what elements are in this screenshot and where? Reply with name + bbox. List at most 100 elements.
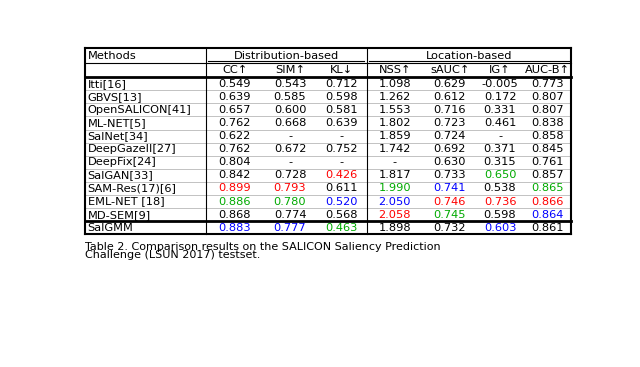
Text: 0.331: 0.331 <box>484 105 516 115</box>
Text: 0.639: 0.639 <box>325 118 358 128</box>
Text: 0.315: 0.315 <box>484 157 516 167</box>
Text: ML-NET[5]: ML-NET[5] <box>88 118 147 128</box>
Text: 0.838: 0.838 <box>531 118 564 128</box>
Text: -0.005: -0.005 <box>482 79 518 89</box>
Text: 0.861: 0.861 <box>531 223 564 233</box>
Text: 0.804: 0.804 <box>218 157 251 167</box>
Text: Methods: Methods <box>88 51 136 61</box>
Text: MD-SEM[9]: MD-SEM[9] <box>88 210 151 219</box>
Text: 0.598: 0.598 <box>325 92 358 102</box>
Text: 0.793: 0.793 <box>274 184 307 193</box>
Text: 0.426: 0.426 <box>325 170 358 180</box>
Text: DeepFix[24]: DeepFix[24] <box>88 157 157 167</box>
Text: -: - <box>288 157 292 167</box>
Text: 0.762: 0.762 <box>218 118 251 128</box>
Text: Itti[16]: Itti[16] <box>88 79 127 89</box>
Text: 0.600: 0.600 <box>274 105 307 115</box>
Text: 0.598: 0.598 <box>484 210 516 219</box>
Text: Location-based: Location-based <box>426 51 512 61</box>
Text: IG↑: IG↑ <box>489 65 511 75</box>
Text: 0.723: 0.723 <box>433 118 466 128</box>
Text: 0.736: 0.736 <box>484 196 516 207</box>
Text: 0.538: 0.538 <box>484 184 516 193</box>
Text: -: - <box>339 157 344 167</box>
Text: 0.857: 0.857 <box>531 170 564 180</box>
Text: 1.262: 1.262 <box>378 92 411 102</box>
Text: 0.864: 0.864 <box>531 210 563 219</box>
Text: 0.741: 0.741 <box>433 184 466 193</box>
Text: Distribution-based: Distribution-based <box>234 51 339 61</box>
Text: DeepGazeII[27]: DeepGazeII[27] <box>88 144 177 154</box>
Text: 2.050: 2.050 <box>378 196 411 207</box>
Text: SalGAN[33]: SalGAN[33] <box>88 170 154 180</box>
Text: 1.742: 1.742 <box>378 144 411 154</box>
Text: 0.780: 0.780 <box>274 196 307 207</box>
Text: 0.581: 0.581 <box>325 105 358 115</box>
Text: 0.777: 0.777 <box>274 223 307 233</box>
Text: 0.807: 0.807 <box>531 92 564 102</box>
Text: 0.461: 0.461 <box>484 118 516 128</box>
Text: -: - <box>339 131 344 141</box>
Text: 0.899: 0.899 <box>218 184 251 193</box>
Text: 0.728: 0.728 <box>274 170 307 180</box>
Text: 0.692: 0.692 <box>433 144 466 154</box>
Text: EML-NET [18]: EML-NET [18] <box>88 196 164 207</box>
Text: 0.657: 0.657 <box>218 105 251 115</box>
Text: 1.898: 1.898 <box>378 223 411 233</box>
Text: 0.724: 0.724 <box>433 131 466 141</box>
Text: 0.745: 0.745 <box>433 210 466 219</box>
Text: 0.371: 0.371 <box>484 144 516 154</box>
Text: 0.733: 0.733 <box>433 170 466 180</box>
Text: 0.622: 0.622 <box>218 131 251 141</box>
Text: 0.549: 0.549 <box>218 79 251 89</box>
Text: -: - <box>498 131 502 141</box>
Text: 0.732: 0.732 <box>433 223 466 233</box>
Text: 0.868: 0.868 <box>218 210 251 219</box>
Text: 1.859: 1.859 <box>378 131 411 141</box>
Text: 0.773: 0.773 <box>531 79 564 89</box>
Text: 0.865: 0.865 <box>531 184 564 193</box>
Text: 0.752: 0.752 <box>325 144 358 154</box>
Text: sAUC↑: sAUC↑ <box>430 65 469 75</box>
Text: 0.866: 0.866 <box>531 196 563 207</box>
Text: -: - <box>392 157 397 167</box>
Text: 0.629: 0.629 <box>433 79 466 89</box>
Text: 0.886: 0.886 <box>218 196 251 207</box>
Text: 0.842: 0.842 <box>218 170 251 180</box>
Text: 1.802: 1.802 <box>378 118 411 128</box>
Text: 0.172: 0.172 <box>484 92 516 102</box>
Text: 0.603: 0.603 <box>484 223 516 233</box>
Text: 0.883: 0.883 <box>218 223 251 233</box>
Text: 0.774: 0.774 <box>274 210 307 219</box>
Text: 0.568: 0.568 <box>325 210 358 219</box>
Text: 0.543: 0.543 <box>274 79 307 89</box>
Text: AUC-B↑: AUC-B↑ <box>525 65 570 75</box>
Text: 0.845: 0.845 <box>531 144 564 154</box>
Text: 0.746: 0.746 <box>433 196 466 207</box>
Text: 0.712: 0.712 <box>325 79 358 89</box>
Text: 0.463: 0.463 <box>325 223 358 233</box>
Text: SalNet[34]: SalNet[34] <box>88 131 148 141</box>
Text: 0.639: 0.639 <box>218 92 251 102</box>
Text: 1.817: 1.817 <box>378 170 411 180</box>
Text: SAM-Res(17)[6]: SAM-Res(17)[6] <box>88 184 177 193</box>
Text: 0.630: 0.630 <box>433 157 466 167</box>
Text: 2.058: 2.058 <box>378 210 411 219</box>
Text: 1.098: 1.098 <box>378 79 411 89</box>
Text: 1.553: 1.553 <box>378 105 411 115</box>
Text: 0.585: 0.585 <box>274 92 307 102</box>
Text: 0.520: 0.520 <box>325 196 358 207</box>
Text: 0.716: 0.716 <box>433 105 466 115</box>
Text: NSS↑: NSS↑ <box>378 65 411 75</box>
Text: GBVS[13]: GBVS[13] <box>88 92 142 102</box>
Text: 0.762: 0.762 <box>218 144 251 154</box>
Text: 0.611: 0.611 <box>325 184 358 193</box>
Text: -: - <box>288 131 292 141</box>
Text: 0.650: 0.650 <box>484 170 516 180</box>
Text: OpenSALICON[41]: OpenSALICON[41] <box>88 105 191 115</box>
Text: 0.858: 0.858 <box>531 131 564 141</box>
Text: 0.668: 0.668 <box>274 118 306 128</box>
Text: 1.990: 1.990 <box>378 184 411 193</box>
Text: 0.612: 0.612 <box>433 92 466 102</box>
Text: Challenge (LSUN 2017) testset.: Challenge (LSUN 2017) testset. <box>84 250 260 261</box>
